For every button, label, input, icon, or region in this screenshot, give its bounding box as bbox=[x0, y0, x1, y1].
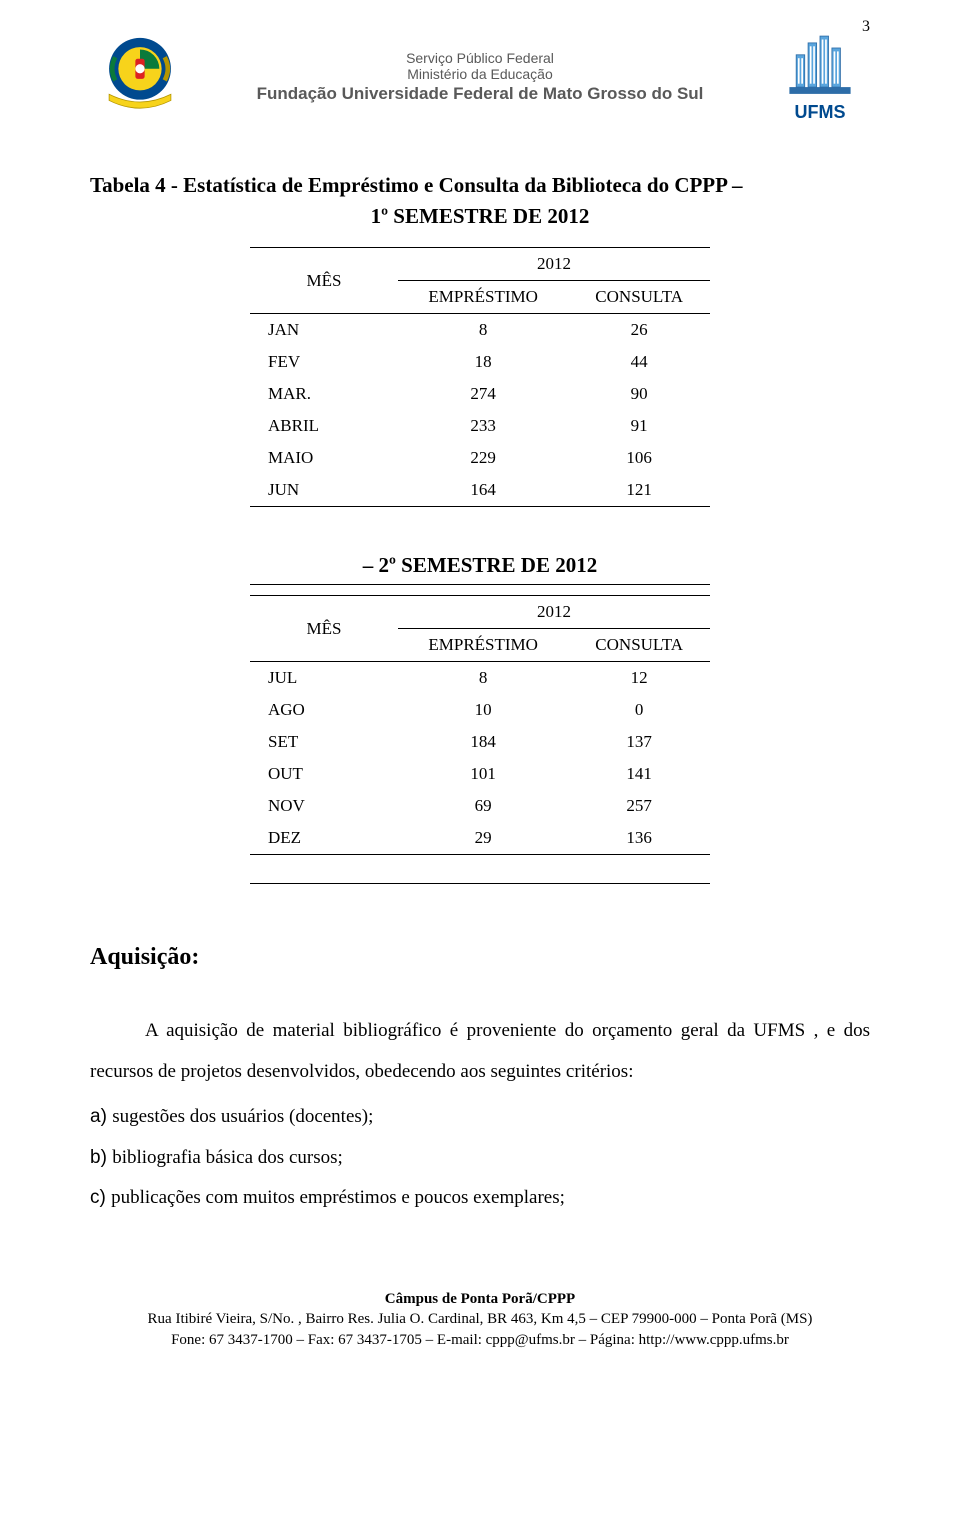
cell-month: SET bbox=[250, 726, 398, 758]
t2-col-b: CONSULTA bbox=[568, 629, 710, 662]
header-center: Serviço Público Federal Ministério da Ed… bbox=[190, 50, 770, 104]
cell-emprestimo: 18 bbox=[398, 346, 568, 378]
cell-consulta: 0 bbox=[568, 694, 710, 726]
table-row: OUT101141 bbox=[250, 758, 710, 790]
list-item-lead: c) bbox=[90, 1187, 111, 1208]
cell-emprestimo: 274 bbox=[398, 378, 568, 410]
section-heading: Aquisição: bbox=[90, 944, 870, 971]
cell-consulta: 44 bbox=[568, 346, 710, 378]
list-item: c) publicações com muitos empréstimos e … bbox=[90, 1178, 870, 1219]
semester1-title: 1º SEMESTRE DE 2012 bbox=[90, 204, 870, 229]
list-item-text: sugestões dos usuários (docentes); bbox=[112, 1106, 373, 1127]
cell-month: MAIO bbox=[250, 442, 398, 474]
cell-month: JAN bbox=[250, 314, 398, 347]
list-item-lead: a) bbox=[90, 1106, 112, 1127]
page-footer: Câmpus de Ponta Porã/CPPP Rua Itibiré Vi… bbox=[90, 1289, 870, 1350]
cell-month: JUN bbox=[250, 474, 398, 507]
list-item: b) bibliografia básica dos cursos; bbox=[90, 1138, 870, 1179]
ufms-label: UFMS bbox=[795, 102, 846, 123]
cell-consulta: 121 bbox=[568, 474, 710, 507]
header-line2: Ministério da Educação bbox=[190, 66, 770, 82]
body-paragraph: A aquisição de material bibliográfico é … bbox=[90, 1011, 870, 1093]
cell-consulta: 90 bbox=[568, 378, 710, 410]
t1-col-a: EMPRÉSTIMO bbox=[398, 281, 568, 314]
cell-consulta: 91 bbox=[568, 410, 710, 442]
cell-month: AGO bbox=[250, 694, 398, 726]
cell-emprestimo: 184 bbox=[398, 726, 568, 758]
footer-line3: Fone: 67 3437-1700 – Fax: 67 3437-1705 –… bbox=[90, 1330, 870, 1350]
list-item-text: bibliografia básica dos cursos; bbox=[112, 1147, 343, 1168]
cell-month: NOV bbox=[250, 790, 398, 822]
table-row: MAR.27490 bbox=[250, 378, 710, 410]
cell-consulta: 137 bbox=[568, 726, 710, 758]
cell-consulta: 136 bbox=[568, 822, 710, 855]
table-row: JUN164121 bbox=[250, 474, 710, 507]
t2-col-a: EMPRÉSTIMO bbox=[398, 629, 568, 662]
list-item: a) sugestões dos usuários (docentes); bbox=[90, 1097, 870, 1138]
page-header: Serviço Público Federal Ministério da Ed… bbox=[90, 30, 870, 123]
coat-of-arms-icon bbox=[90, 34, 190, 119]
header-line1: Serviço Público Federal bbox=[190, 50, 770, 66]
page-number: 3 bbox=[862, 18, 870, 36]
t1-col-b: CONSULTA bbox=[568, 281, 710, 314]
table-semester2: MÊS 2012 EMPRÉSTIMO CONSULTA JUL812AGO10… bbox=[250, 595, 710, 855]
table-title: Tabela 4 - Estatística de Empréstimo e C… bbox=[90, 173, 870, 198]
t1-year-header: 2012 bbox=[398, 248, 710, 281]
cell-consulta: 26 bbox=[568, 314, 710, 347]
cell-emprestimo: 101 bbox=[398, 758, 568, 790]
table-row: MAIO229106 bbox=[250, 442, 710, 474]
cell-month: FEV bbox=[250, 346, 398, 378]
footer-line2: Rua Itibiré Vieira, S/No. , Bairro Res. … bbox=[90, 1309, 870, 1329]
cell-emprestimo: 69 bbox=[398, 790, 568, 822]
header-line3: Fundação Universidade Federal de Mato Gr… bbox=[190, 84, 770, 104]
cell-consulta: 257 bbox=[568, 790, 710, 822]
table-row: ABRIL23391 bbox=[250, 410, 710, 442]
cell-month: ABRIL bbox=[250, 410, 398, 442]
cell-consulta: 141 bbox=[568, 758, 710, 790]
list-item-text: publicações com muitos empréstimos e pou… bbox=[111, 1187, 565, 1208]
table-row: SET184137 bbox=[250, 726, 710, 758]
cell-month: MAR. bbox=[250, 378, 398, 410]
cell-emprestimo: 29 bbox=[398, 822, 568, 855]
cell-emprestimo: 229 bbox=[398, 442, 568, 474]
footer-line1: Câmpus de Ponta Porã/CPPP bbox=[90, 1289, 870, 1309]
cell-consulta: 106 bbox=[568, 442, 710, 474]
table-row: JUL812 bbox=[250, 662, 710, 695]
cell-emprestimo: 233 bbox=[398, 410, 568, 442]
cell-emprestimo: 8 bbox=[398, 662, 568, 695]
table2-bottom-rule bbox=[250, 883, 710, 884]
ufms-building-icon bbox=[786, 30, 854, 100]
table-row: NOV69257 bbox=[250, 790, 710, 822]
semester2-title: – 2º SEMESTRE DE 2012 bbox=[250, 547, 710, 585]
t2-year-header: 2012 bbox=[398, 596, 710, 629]
cell-emprestimo: 164 bbox=[398, 474, 568, 507]
cell-consulta: 12 bbox=[568, 662, 710, 695]
cell-month: OUT bbox=[250, 758, 398, 790]
table-row: AGO100 bbox=[250, 694, 710, 726]
cell-emprestimo: 8 bbox=[398, 314, 568, 347]
t2-mes-header: MÊS bbox=[250, 596, 398, 662]
cell-emprestimo: 10 bbox=[398, 694, 568, 726]
cell-month: JUL bbox=[250, 662, 398, 695]
table-semester1: MÊS 2012 EMPRÉSTIMO CONSULTA JAN826FEV18… bbox=[250, 247, 710, 507]
t1-mes-header: MÊS bbox=[250, 248, 398, 314]
list-item-lead: b) bbox=[90, 1147, 112, 1168]
table-row: FEV1844 bbox=[250, 346, 710, 378]
cell-month: DEZ bbox=[250, 822, 398, 855]
table-row: JAN826 bbox=[250, 314, 710, 347]
table-row: DEZ29136 bbox=[250, 822, 710, 855]
